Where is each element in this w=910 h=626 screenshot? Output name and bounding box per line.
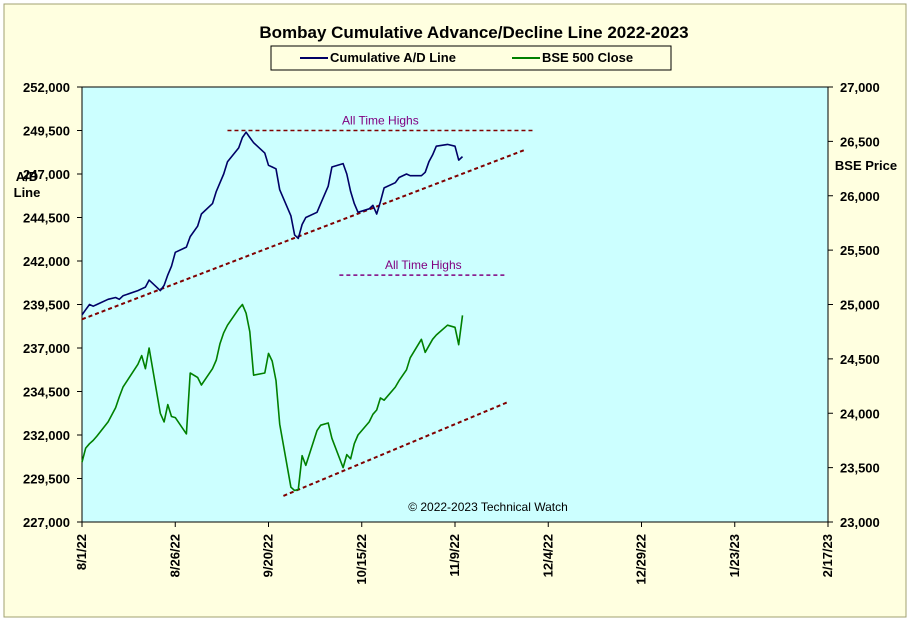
x-tick-label-2022-12-29: 12/29/22	[634, 534, 649, 585]
left-tick-label-249500: 249,500	[23, 124, 70, 139]
right-tick-label-25500: 25,500	[840, 243, 880, 258]
right-axis-title: BSE Price	[835, 158, 897, 173]
x-tick-label-2022-09-20: 9/20/22	[261, 534, 276, 577]
x-tick-label-2022-08-26: 8/26/22	[167, 534, 182, 577]
left-tick-label-244500: 244,500	[23, 211, 70, 226]
right-tick-label-27000: 27,000	[840, 80, 880, 95]
legend: Cumulative A/D Line BSE 500 Close	[270, 45, 672, 71]
right-tick-label-26500: 26,500	[840, 134, 880, 149]
x-tick-label-2023-01-23: 1/23/23	[727, 534, 742, 577]
left-tick-label-229500: 229,500	[23, 472, 70, 487]
chart-title: Bombay Cumulative Advance/Decline Line 2…	[259, 23, 688, 42]
left-tick-label-234500: 234,500	[23, 385, 70, 400]
series-line-cumulative-a-d-line	[81, 131, 464, 316]
legend-box	[270, 45, 672, 71]
right-tick-label-24000: 24,000	[840, 406, 880, 421]
left-tick-label-252000: 252,000	[23, 80, 70, 95]
legend-label-bse: BSE 500 Close	[542, 50, 633, 65]
x-tick-label-2022-10-15: 10/15/22	[354, 534, 369, 585]
trendlines	[81, 148, 527, 497]
series-lines	[81, 131, 464, 492]
left-tick-label-227000: 227,000	[23, 515, 70, 530]
right-tick-label-23000: 23,000	[840, 515, 880, 530]
all-time-highs-label-left: All Time Highs	[342, 114, 419, 128]
right-tick-label-26000: 26,000	[840, 189, 880, 204]
plot-area	[81, 86, 829, 523]
all-time-highs-label-right: All Time Highs	[385, 258, 462, 272]
left-tick-label-247000: 247,000	[23, 167, 70, 182]
legend-label-ad-line: Cumulative A/D Line	[330, 50, 456, 65]
x-tick-label-2023-02-17: 2/17/23	[820, 534, 835, 577]
trendline-right-1	[283, 401, 508, 497]
left-axis-title-line-2: Line	[14, 185, 41, 200]
x-tick-label-2022-08-01: 8/1/22	[74, 534, 89, 570]
left-tick-label-239500: 239,500	[23, 298, 70, 313]
right-tick-label-24500: 24,500	[840, 352, 880, 367]
left-tick-label-237000: 237,000	[23, 341, 70, 356]
axis-tick-labels: 252,000 249,500 247,000 244,500 242,000 239,5…	[23, 80, 880, 585]
x-tick-label-2022-12-04: 12/4/22	[540, 534, 555, 577]
x-tick-label-2022-11-09: 11/9/22	[447, 534, 462, 577]
left-tick-label-232000: 232,000	[23, 428, 70, 443]
right-tick-label-25000: 25,000	[840, 298, 880, 313]
left-axis-title: A/D Line	[14, 169, 41, 200]
annotations: All Time Highs All Time Highs	[227, 114, 534, 276]
axis-ticks	[77, 86, 833, 527]
series-line-bse-500-close	[81, 303, 464, 492]
trendline-left-0	[81, 148, 527, 321]
copyright-text: © 2022-2023 Technical Watch	[408, 500, 568, 514]
left-axis-title-line-1: A/D	[16, 169, 38, 184]
right-tick-label-23500: 23,500	[840, 461, 880, 476]
left-tick-label-242000: 242,000	[23, 254, 70, 269]
